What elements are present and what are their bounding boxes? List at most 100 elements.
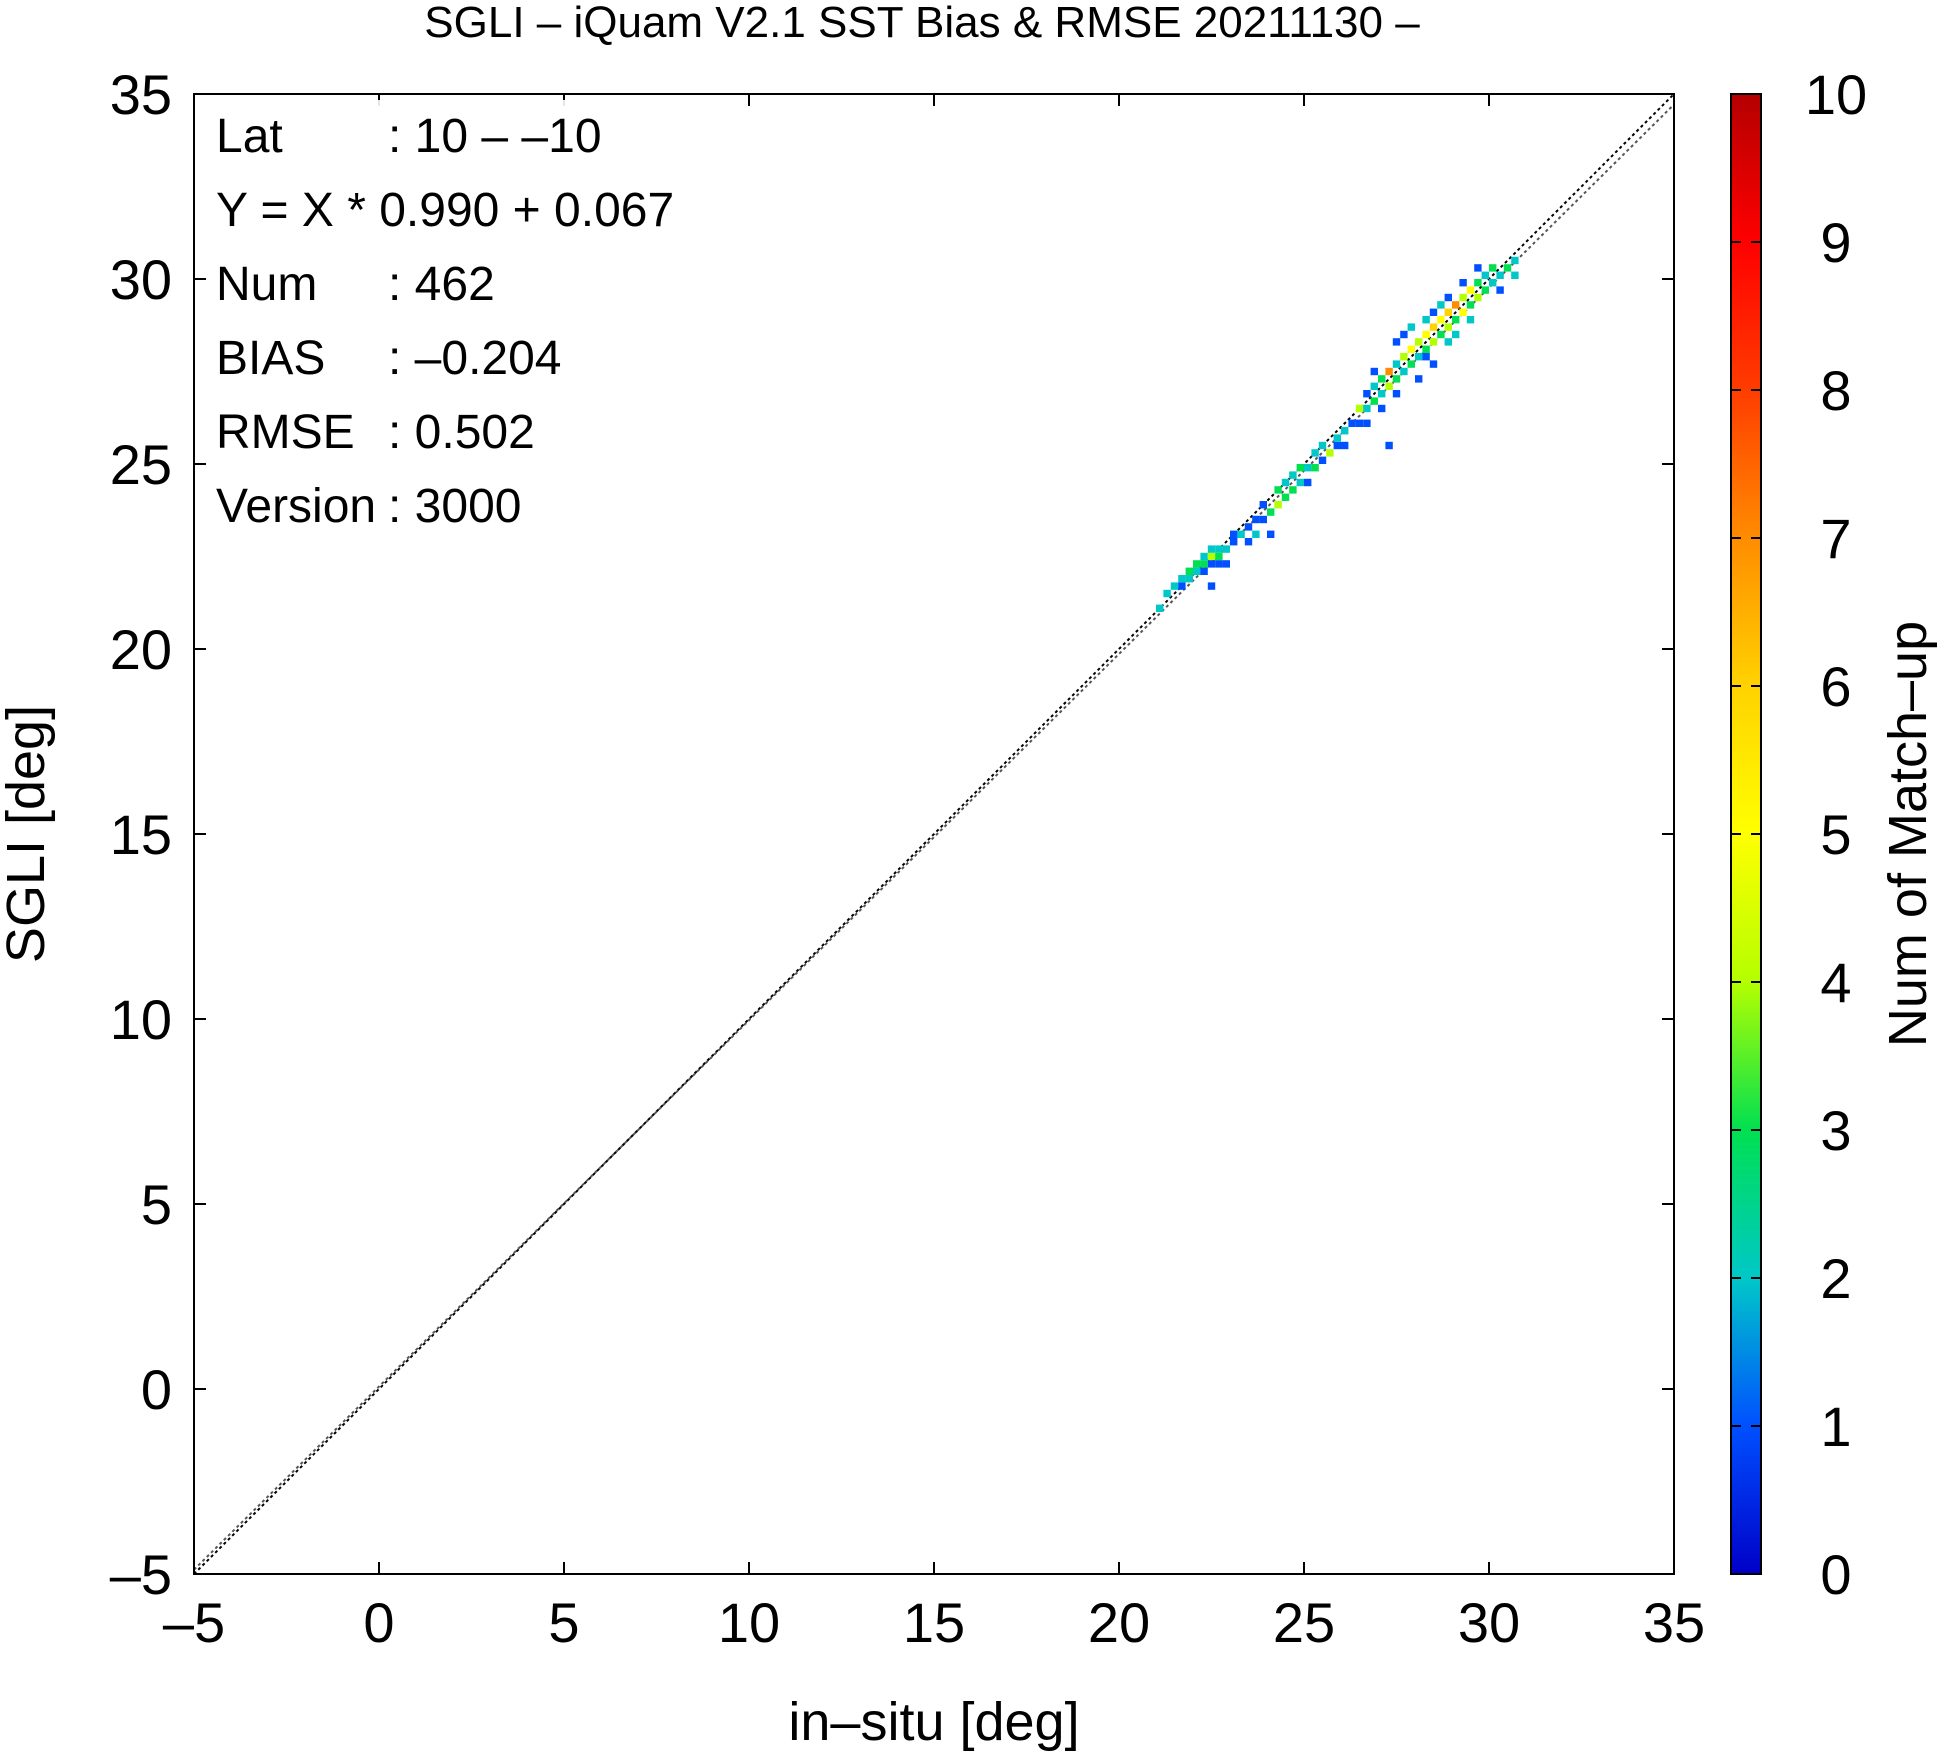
density-cell [1170,582,1179,590]
density-cell [1281,478,1290,487]
density-cell [1459,279,1467,287]
density-cell [1259,501,1267,509]
density-cell [1178,575,1186,583]
x-tick-label: 10 [718,1591,780,1654]
density-cell [1274,486,1282,494]
density-cell [1437,330,1445,339]
density-cell [1281,493,1290,501]
density-cell [1252,530,1260,538]
stat-label: Lat [216,110,283,163]
density-cell [1474,264,1482,272]
density-cell [1474,279,1482,287]
density-cell [1237,530,1245,538]
stats-box: Lat: 10 – –10 Y = X * 0.990 + 0.067 Num: 4… [212,100,702,533]
density-cell [1466,316,1475,324]
density-cell [1207,545,1216,553]
colorbar-tick-label: 3 [1820,1099,1851,1162]
density-cell [1304,464,1312,472]
density-cell [1437,316,1445,324]
density-cell [1415,375,1423,383]
density-cell [1370,382,1378,390]
density-cell [1511,271,1519,279]
density-cell [1429,308,1438,316]
density-cell [1304,478,1312,487]
stat-value: : 0.502 [388,406,535,459]
density-cell [1311,449,1319,457]
colorbar-ticks: 0 1 2 3 4 5 6 7 8 9 10 [1731,63,1867,1606]
colorbar-tick-label: 8 [1820,359,1851,422]
colorbar-tick-label: 10 [1805,63,1867,126]
colorbar-label: Num of Match–up [1878,621,1938,1047]
density-cell [1296,478,1304,487]
density-cell [1363,419,1371,427]
colorbar-tick-label: 6 [1820,655,1851,718]
density-cell [1400,367,1408,376]
density-cell [1289,471,1297,479]
density-cell [1207,552,1216,561]
y-tick-label: 5 [141,1173,172,1236]
density-cell [1355,404,1364,413]
density-cell [1215,560,1223,568]
density-cell [1489,279,1497,287]
y-tick-label: 20 [110,618,172,681]
density-cell [1452,316,1460,324]
density-cell [1415,353,1423,361]
density-cell [1429,360,1438,368]
density-cell [1392,390,1401,398]
one-to-one-line [193,93,1675,1575]
density-cell [1267,530,1275,538]
density-cell [1496,271,1504,279]
density-cell [1333,434,1341,442]
density-cell [1252,515,1260,524]
density-cell [1244,523,1253,531]
density-cell [1178,582,1186,590]
density-cell [1407,345,1415,353]
density-cell [1267,508,1275,516]
density-cell [1163,589,1171,598]
density-cell [1222,560,1230,568]
density-cell [1459,308,1467,316]
density-cells [1156,256,1519,612]
x-tick-label: 15 [903,1591,965,1654]
y-tick-label: 30 [110,248,172,311]
density-cell [1378,404,1386,413]
x-tick-label: 20 [1088,1591,1150,1654]
density-cell [1311,464,1319,472]
density-cell [1466,286,1475,294]
density-cell [1363,404,1371,413]
stat-label: Num [216,258,317,311]
density-cell [1215,545,1223,553]
density-cell [1474,293,1482,302]
density-cell [1230,530,1238,538]
colorbar-tick-label: 9 [1820,211,1851,274]
density-cell [1503,264,1512,272]
x-axis-ticks: –5 0 5 10 15 20 25 30 35 [163,94,1705,1654]
density-cell [1459,293,1467,302]
density-cell [1429,338,1438,346]
density-cell [1481,286,1489,294]
y-axis-ticks: –5 0 5 10 15 20 25 30 35 [110,63,1674,1606]
x-tick-label: 0 [363,1591,394,1654]
density-cell [1400,330,1408,339]
y-tick-label: 25 [110,433,172,496]
x-axis-label: in–situ [deg] [788,1692,1079,1752]
density-cell [1378,390,1386,398]
density-cell [1341,427,1349,435]
colorbar-tick-label: 0 [1820,1543,1851,1606]
density-cell [1370,397,1378,405]
density-cell [1422,316,1430,324]
density-cell [1415,338,1423,346]
stat-label: RMSE [216,406,355,459]
density-cell [1392,338,1401,346]
density-cell [1392,360,1401,368]
stats-background [212,100,702,230]
colorbar-tick-label: 4 [1820,951,1851,1014]
x-tick-label: 35 [1643,1591,1705,1654]
density-cell [1193,560,1201,568]
stat-label: BIAS [216,332,325,385]
density-cell [1230,538,1238,546]
y-tick-label: 15 [110,803,172,866]
colorbar-tick-label: 1 [1820,1395,1851,1458]
density-cell [1318,441,1327,450]
density-cell [1289,486,1297,494]
